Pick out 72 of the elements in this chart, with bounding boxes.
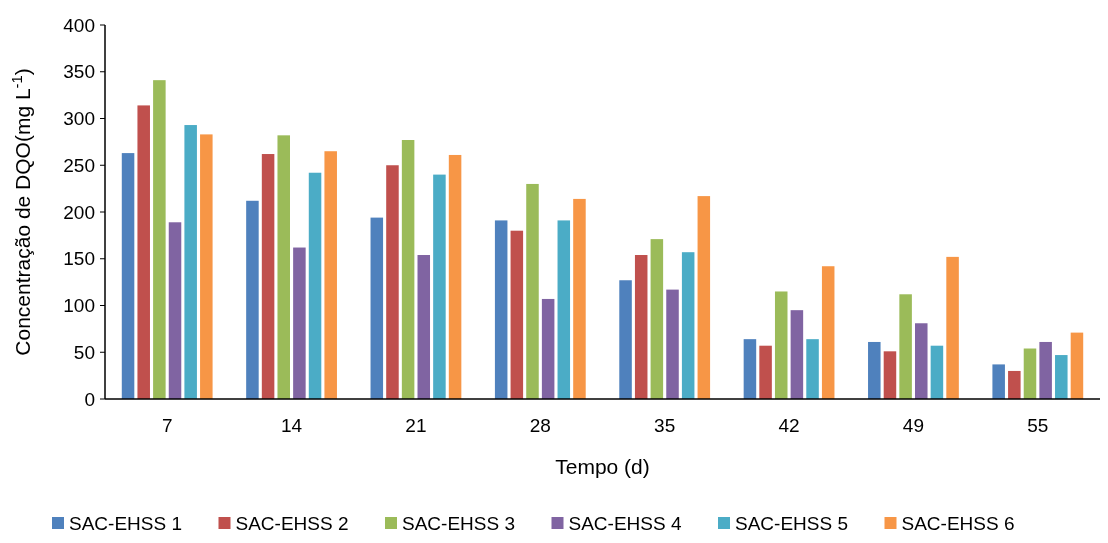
bar xyxy=(261,154,275,399)
y-tick-label: 150 xyxy=(63,248,95,270)
bar xyxy=(1008,370,1021,399)
y-tick-label: 50 xyxy=(73,341,95,363)
bar xyxy=(666,289,679,399)
x-axis-title: Tempo (d) xyxy=(555,455,650,478)
bar xyxy=(386,165,399,399)
y-tick-label: 250 xyxy=(63,154,95,176)
bar xyxy=(883,351,897,399)
y-tick-label: 200 xyxy=(63,201,95,223)
bar xyxy=(806,339,819,399)
bar xyxy=(790,310,804,399)
x-tick-label: 21 xyxy=(405,415,427,436)
x-tick-label: 28 xyxy=(529,415,551,436)
bar xyxy=(137,105,150,399)
bar xyxy=(246,200,259,399)
bar xyxy=(370,217,384,399)
legend-label: SAC-EHSS 4 xyxy=(568,513,682,534)
bar xyxy=(743,339,757,399)
bar xyxy=(868,341,881,399)
bar xyxy=(557,220,571,399)
y-tick-label: 400 xyxy=(63,14,95,36)
legend-label: SAC-EHSS 3 xyxy=(402,513,515,534)
y-tick-label: 0 xyxy=(84,388,95,410)
bar xyxy=(1070,332,1084,399)
bar xyxy=(1055,355,1068,399)
bar xyxy=(992,364,1005,399)
x-tick-label: 49 xyxy=(902,415,925,436)
bar xyxy=(821,266,835,399)
x-tick-label: 42 xyxy=(778,415,800,436)
y-tick-label: 350 xyxy=(63,61,95,83)
bar xyxy=(433,174,446,399)
legend-label: SAC-EHSS 5 xyxy=(735,513,848,534)
bar xyxy=(401,140,415,399)
bar xyxy=(946,256,959,399)
x-tick-label: 14 xyxy=(280,415,303,436)
bar xyxy=(573,198,586,399)
bar xyxy=(324,151,337,399)
bar xyxy=(697,196,711,399)
bar xyxy=(650,239,664,399)
bar xyxy=(915,323,928,399)
legend-label: SAC-EHSS 6 xyxy=(901,513,1015,534)
bar xyxy=(448,154,462,399)
bar xyxy=(1039,341,1052,399)
bar xyxy=(417,255,431,399)
x-tick-label: 55 xyxy=(1027,415,1049,436)
bar xyxy=(308,172,322,399)
bar xyxy=(634,255,648,399)
x-tick-label: 7 xyxy=(161,415,173,436)
bar xyxy=(277,135,290,399)
bar xyxy=(293,247,306,399)
bar xyxy=(930,345,944,399)
bar xyxy=(526,183,539,399)
bar xyxy=(200,134,213,399)
bar xyxy=(153,80,166,399)
bar xyxy=(899,294,912,399)
bar xyxy=(494,220,508,399)
bar xyxy=(759,345,772,399)
bar xyxy=(681,252,695,399)
bar xyxy=(168,222,182,399)
bar xyxy=(541,298,555,399)
legend-label: SAC-EHSS 1 xyxy=(69,513,182,534)
y-tick-label: 100 xyxy=(63,295,95,317)
bar xyxy=(619,280,632,399)
bar xyxy=(184,125,197,399)
y-tick-label: 300 xyxy=(63,108,95,130)
bar xyxy=(774,291,788,399)
legend-label: SAC-EHSS 2 xyxy=(235,513,349,534)
bar xyxy=(1023,348,1037,399)
bar xyxy=(121,153,135,399)
x-tick-label: 35 xyxy=(654,415,676,436)
bar xyxy=(510,230,524,399)
